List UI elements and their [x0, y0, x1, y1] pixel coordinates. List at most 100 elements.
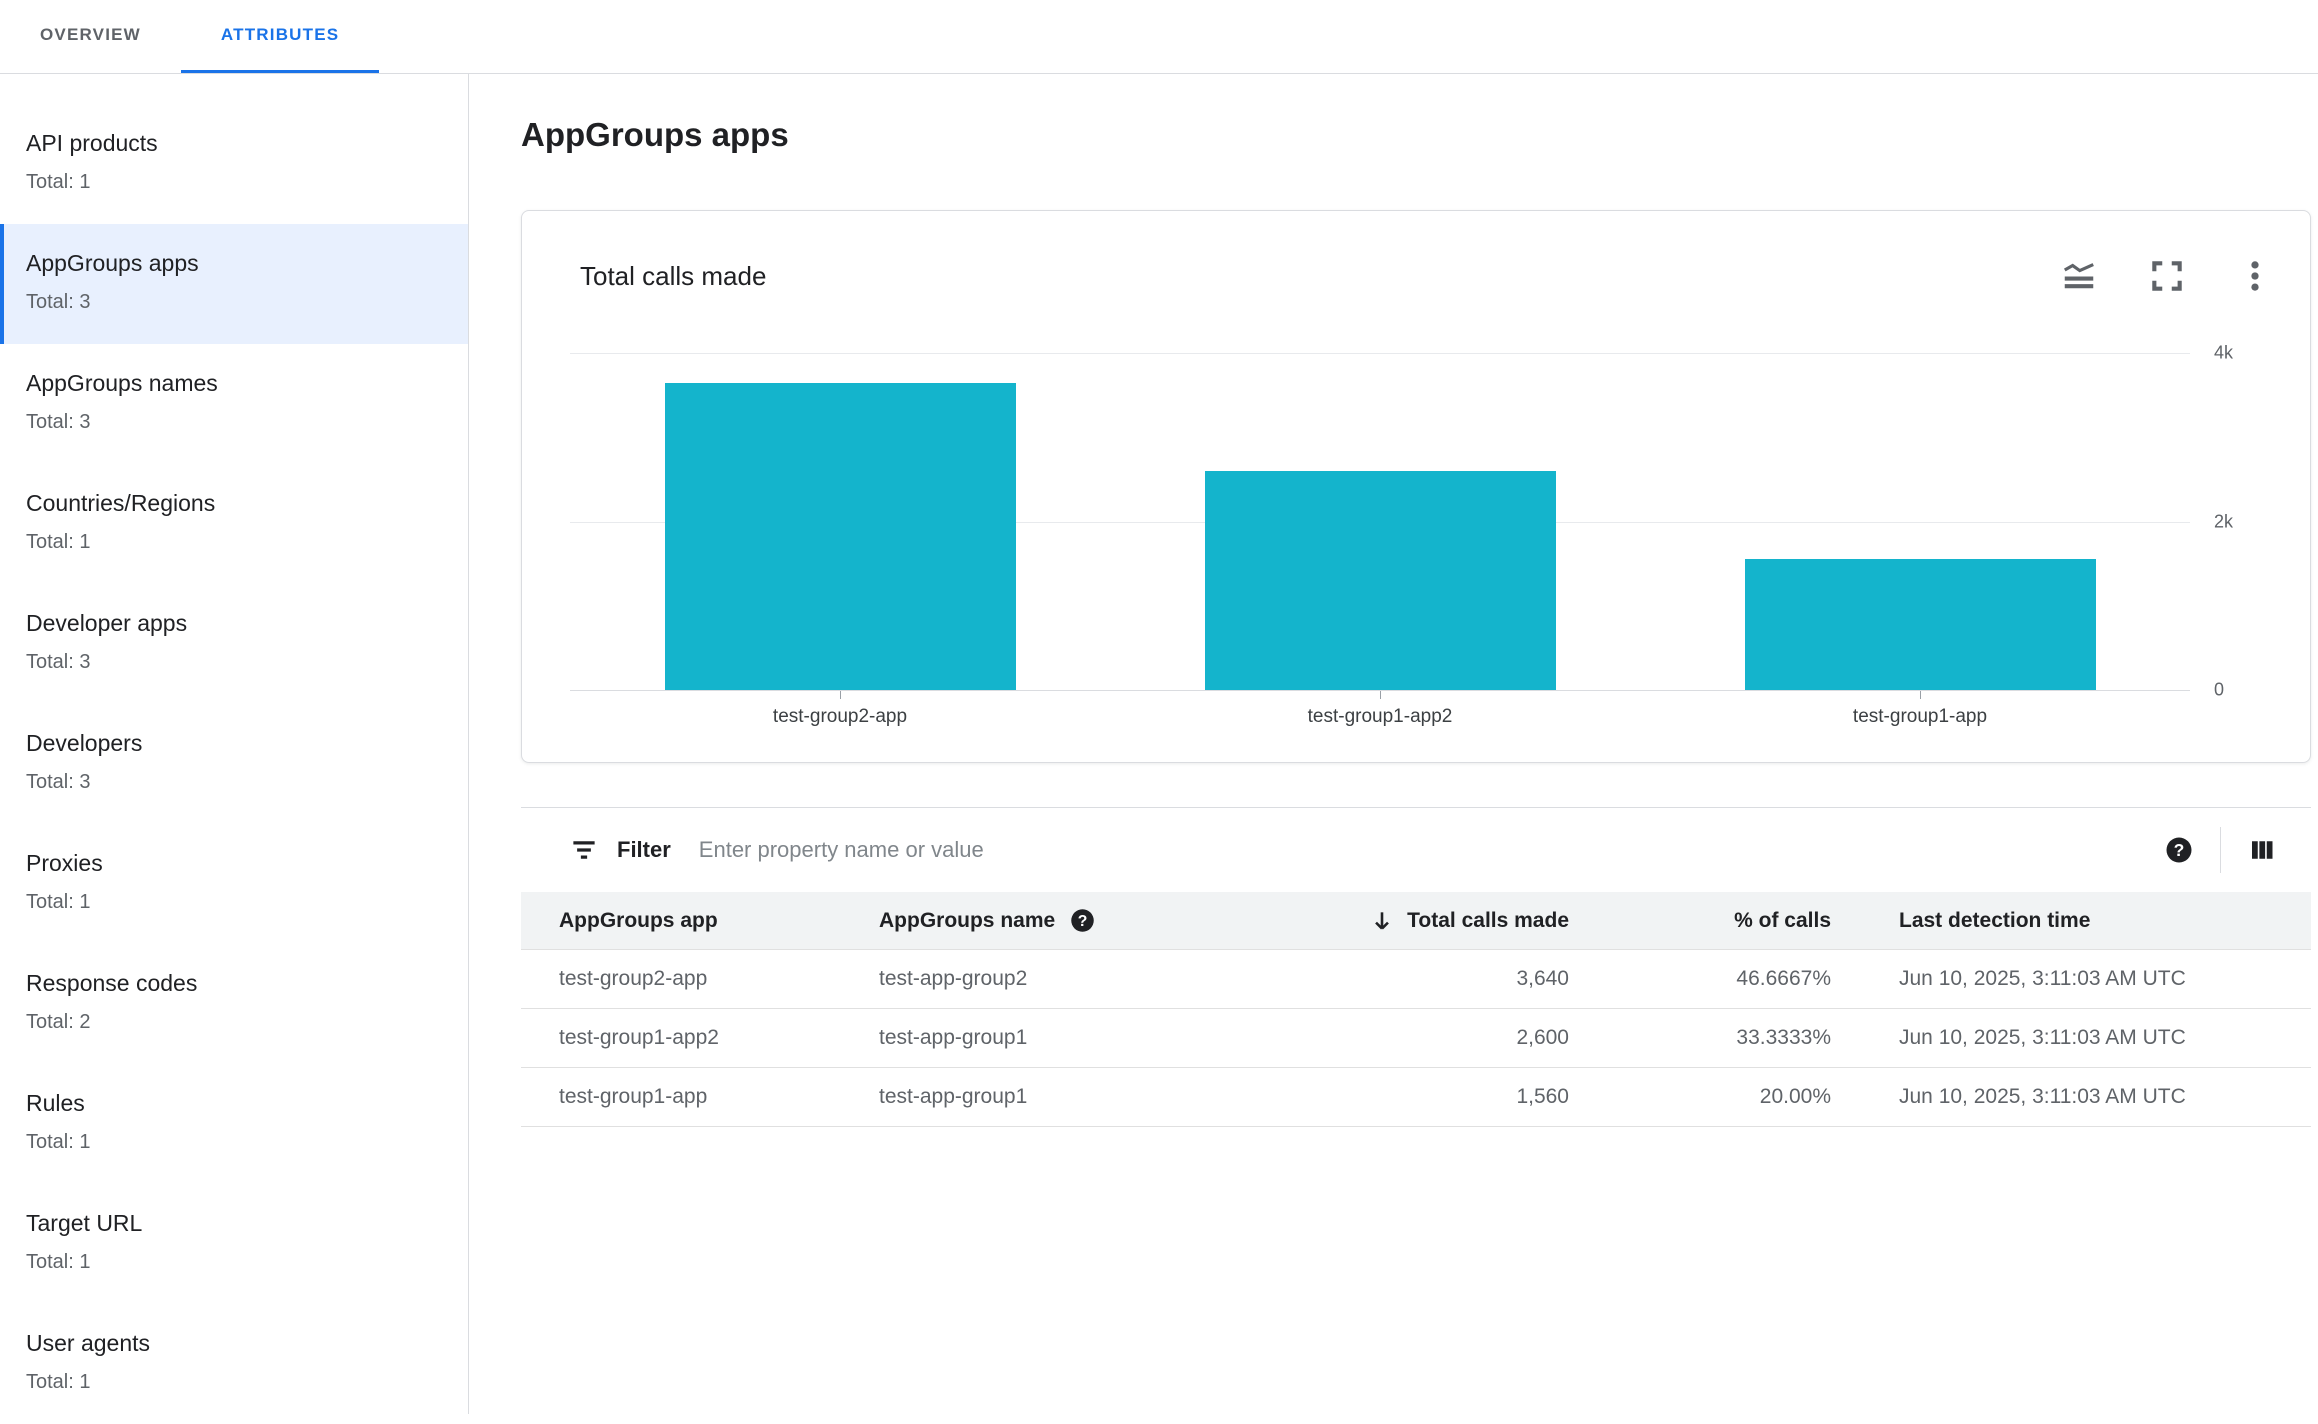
sidebar-item-label: Rules	[26, 1090, 85, 1116]
sidebar-item-total: Total: 3	[26, 411, 91, 433]
bar-test-group1-app2[interactable]	[1204, 470, 1556, 690]
sidebar-item-countries-regions[interactable]: Countries/Regions Total: 1	[0, 464, 468, 584]
sidebar-item-total: Total: 1	[26, 891, 91, 913]
chart-card-actions	[2060, 257, 2274, 295]
main-content: AppGroups apps Total calls made	[469, 74, 2318, 1414]
gridline-4k	[570, 353, 2190, 354]
sidebar-item-label: User agents	[26, 1330, 151, 1356]
cell-last-detection-time: Jun 10, 2025, 3:11:03 AM UTC	[1899, 1026, 2186, 1049]
sidebar-item-developer-apps[interactable]: Developer apps Total: 3	[0, 584, 468, 704]
appgroups-name-help-icon[interactable]: ?	[1069, 907, 1096, 934]
column-settings-icon[interactable]	[2247, 835, 2277, 865]
bar-test-group1-app[interactable]	[1744, 558, 2096, 690]
attributes-sidebar: API products Total: 1 AppGroups apps Total:…	[0, 74, 469, 1414]
sidebar-item-total: Total: 3	[26, 651, 91, 673]
col-header-last-detection[interactable]: Last detection time	[1899, 908, 2091, 932]
more-vert-icon[interactable]	[2236, 257, 2274, 295]
sidebar-item-label: AppGroups apps	[26, 250, 199, 276]
y-axis-tick-label: 2k	[2214, 511, 2234, 531]
cell-appgroups-name: test-app-group2	[879, 967, 1028, 990]
col-header-pct-calls[interactable]: % of calls	[1734, 908, 1831, 932]
cell-total-calls: 2,600	[1516, 1026, 1569, 1049]
svg-text:?: ?	[2174, 840, 2185, 860]
tab-overview[interactable]: OVERVIEW	[40, 25, 141, 44]
sidebar-item-user-agents[interactable]: User agents Total: 1	[0, 1304, 468, 1424]
filter-help-icon[interactable]: ?	[2164, 835, 2194, 865]
sidebar-item-label: Developers	[26, 730, 143, 756]
y-axis-tick-label: 4k	[2214, 342, 2234, 363]
cell-total-calls: 3,640	[1516, 967, 1569, 990]
sidebar-item-proxies[interactable]: Proxies Total: 1	[0, 824, 468, 944]
page-shell: API products Total: 1 AppGroups apps Total:…	[0, 74, 2318, 1414]
bar-chart-plot: 4k 2k 0	[570, 343, 2233, 700]
x-axis-label: test-group1-app	[1852, 706, 1988, 727]
area-chart-icon[interactable]	[2060, 257, 2098, 295]
bar-slot	[1650, 353, 2190, 699]
sidebar-item-total: Total: 1	[26, 171, 91, 193]
sidebar-item-label: Proxies	[26, 850, 103, 876]
sidebar-item-developers[interactable]: Developers Total: 3	[0, 704, 468, 824]
cell-last-detection-time: Jun 10, 2025, 3:11:03 AM UTC	[1899, 967, 2186, 990]
sidebar-item-api-products[interactable]: API products Total: 1	[0, 104, 468, 224]
col-header-appgroups-app[interactable]: AppGroups app	[559, 908, 718, 932]
sidebar-item-total: Total: 1	[26, 1371, 91, 1393]
bars-row	[570, 353, 2190, 699]
sidebar-item-total: Total: 3	[26, 771, 91, 793]
filter-bar: Filter ?	[521, 808, 2311, 892]
cell-last-detection-time: Jun 10, 2025, 3:11:03 AM UTC	[1899, 1085, 2186, 1108]
fullscreen-icon[interactable]	[2148, 257, 2186, 295]
sidebar-item-appgroups-names[interactable]: AppGroups names Total: 3	[0, 344, 468, 464]
filter-label: Filter	[617, 837, 671, 862]
sidebar-item-label: API products	[26, 130, 158, 156]
x-axis-label: test-group1-app2	[1307, 706, 1453, 727]
col-header-appgroups-name[interactable]: AppGroups name ?	[879, 907, 1334, 934]
sidebar-item-target-url[interactable]: Target URL Total: 1	[0, 1184, 468, 1304]
chart-card: Total calls made	[521, 210, 2311, 763]
table-row: test-group2-app test-app-group2 3,640 46.66…	[521, 950, 2311, 1009]
sidebar-item-label: Countries/Regions	[26, 490, 216, 516]
x-axis-tick	[1920, 691, 1921, 699]
col-header-total-calls-label: Total calls made	[1407, 908, 1569, 932]
cell-total-calls: 1,560	[1516, 1085, 1569, 1108]
table-row: test-group1-app test-app-group1 1,560 20.00…	[521, 1068, 2311, 1127]
bar-slot	[1110, 353, 1650, 699]
table-body: test-group2-app test-app-group2 3,640 46.66…	[521, 950, 2311, 1127]
cell-pct-calls: 46.6667%	[1736, 967, 1831, 990]
sidebar-item-total: Total: 1	[26, 531, 91, 553]
chart-card-header: Total calls made	[522, 211, 2310, 295]
cell-appgroups-name: test-app-group1	[879, 1026, 1028, 1049]
sidebar-item-appgroups-apps[interactable]: AppGroups apps Total: 3	[0, 224, 468, 344]
sidebar-item-total: Total: 3	[26, 291, 91, 313]
sidebar-item-label: AppGroups names	[26, 370, 218, 396]
gridline-0	[570, 690, 2190, 691]
x-axis-tick	[1380, 691, 1381, 699]
cell-pct-calls: 33.3333%	[1736, 1026, 1831, 1049]
filter-bar-divider	[2220, 827, 2221, 873]
sidebar-item-label: Target URL	[26, 1210, 143, 1236]
bar-chart-x-labels: test-group2-app test-group1-app2 test-grou…	[570, 706, 2190, 762]
bar-slot	[570, 353, 1110, 699]
cell-appgroups-name: test-app-group1	[879, 1085, 1028, 1108]
table-header-row: AppGroups app AppGroups name ?	[521, 892, 2311, 950]
sort-desc-arrow-icon	[1369, 908, 1395, 934]
attribute-table-section: Filter ? AppGro	[521, 807, 2311, 1127]
cell-appgroups-app: test-group2-app	[559, 967, 708, 990]
page-title: AppGroups apps	[521, 116, 789, 153]
svg-text:?: ?	[1078, 913, 1088, 930]
sidebar-item-total: Total: 2	[26, 1011, 91, 1033]
col-header-total-calls[interactable]: Total calls made	[1334, 908, 1569, 934]
sidebar-item-total: Total: 1	[26, 1251, 91, 1273]
bar-test-group2-app[interactable]	[664, 383, 1016, 690]
tab-attributes[interactable]: ATTRIBUTES	[180, 0, 380, 73]
y-axis-tick-label: 0	[2214, 679, 2225, 700]
filter-list-icon	[569, 835, 599, 865]
sidebar-item-response-codes[interactable]: Response codes Total: 2	[0, 944, 468, 1064]
cell-pct-calls: 20.00%	[1759, 1085, 1831, 1108]
sidebar-item-label: Response codes	[26, 970, 198, 996]
col-header-appgroups-name-label: AppGroups name	[879, 908, 1056, 932]
x-axis-label: test-group2-app	[772, 706, 908, 727]
filter-input[interactable]	[696, 836, 2164, 864]
sidebar-item-rules[interactable]: Rules Total: 1	[0, 1064, 468, 1184]
table-row: test-group1-app2 test-app-group1 2,600 33.3…	[521, 1009, 2311, 1068]
cell-appgroups-app: test-group1-app	[559, 1085, 708, 1108]
